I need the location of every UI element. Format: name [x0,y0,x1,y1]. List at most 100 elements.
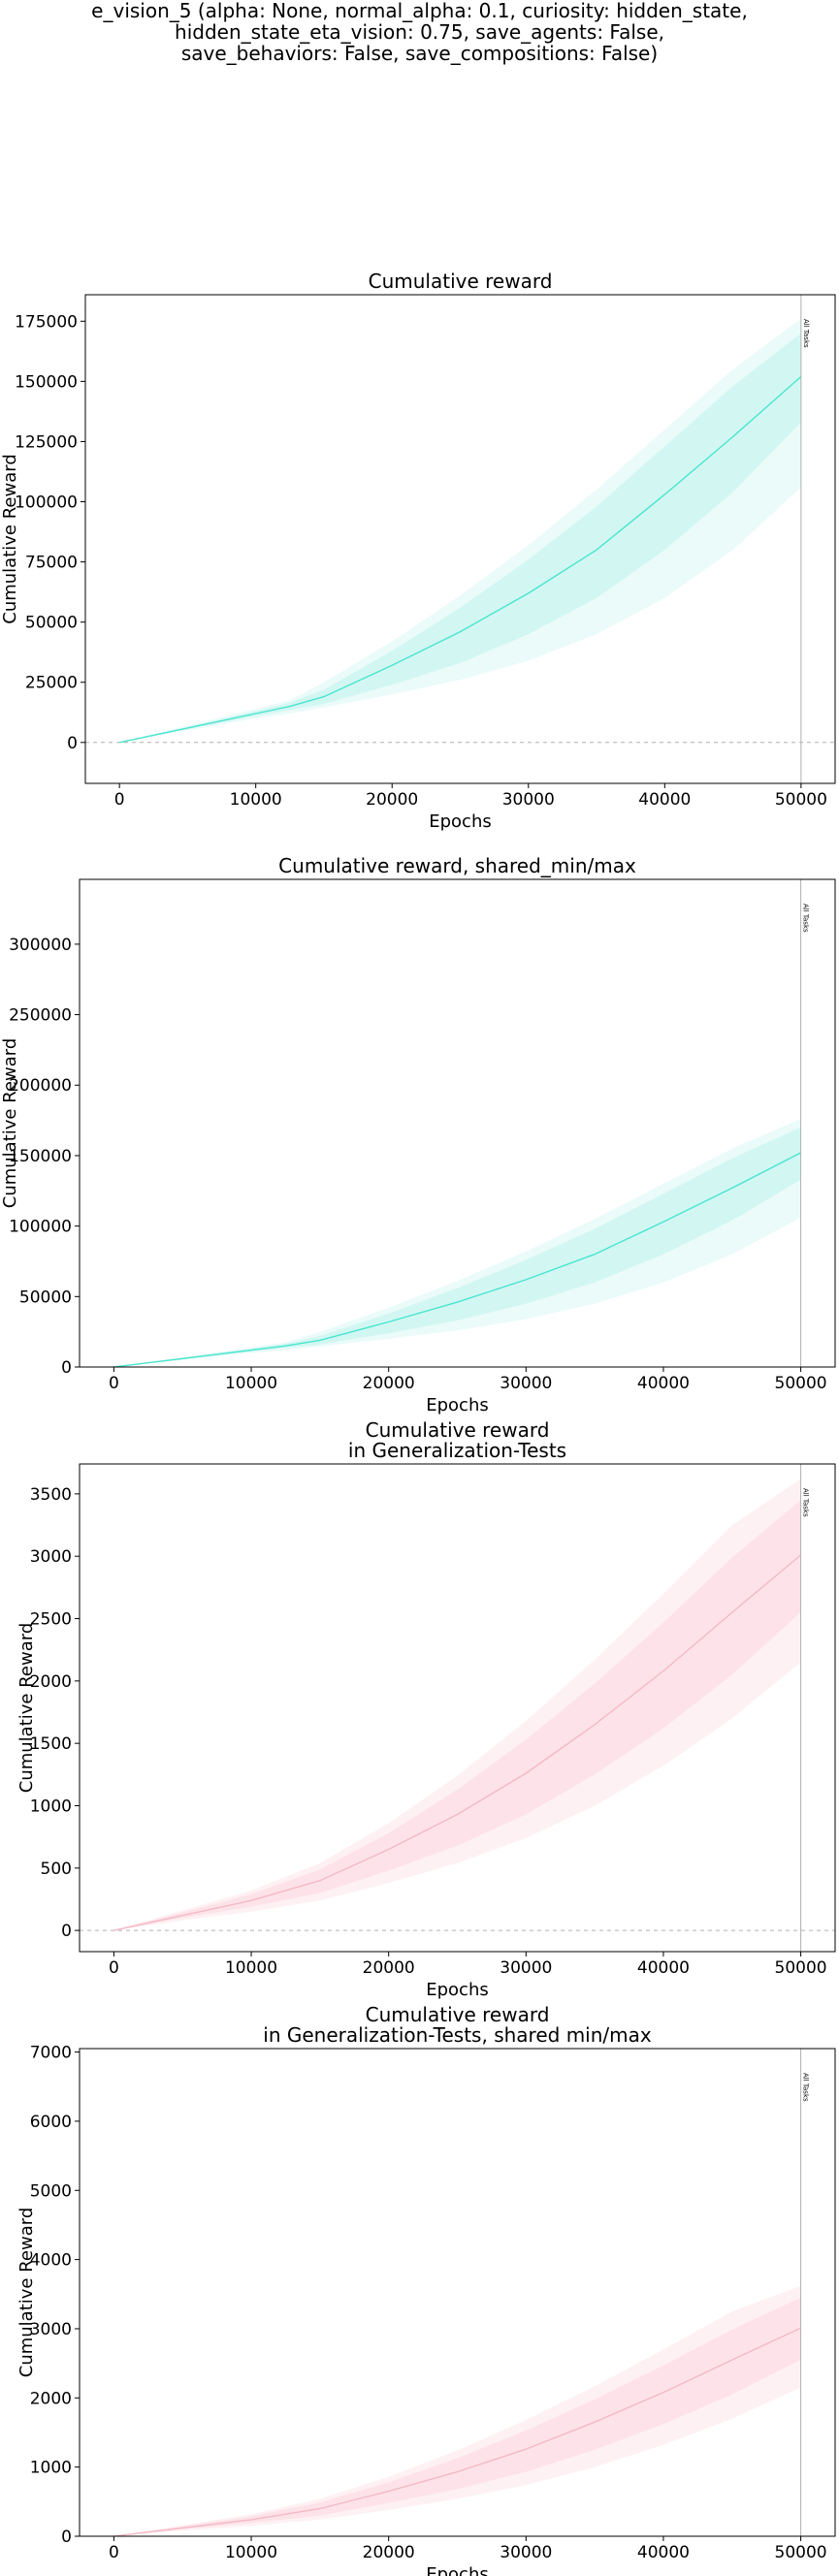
x-tick-label: 50000 [775,790,827,810]
y-tick-label: 7000 [30,2044,72,2063]
y-tick-label: 100000 [15,493,78,513]
y-tick-label: 25000 [25,674,78,693]
x-tick-label: 20000 [363,1958,415,1978]
x-tick-label: 10000 [225,1374,277,1393]
y-axis-label: Cumulative Reward [0,454,20,624]
y-tick-label: 1000 [30,2459,72,2478]
y-tick-label: 75000 [25,554,78,573]
chart-title: Cumulative reward, shared_min/max [278,854,636,877]
mean-line [113,2327,801,2536]
plot-frame [79,1463,836,1953]
y-tick-label: 3000 [30,1547,72,1567]
task-marker-label: All Tasks [802,1488,810,1517]
plot-frame [84,294,836,784]
y-tick-label: 100000 [9,1218,72,1237]
x-tick-label: 30000 [500,2543,552,2562]
x-axis-label: Epochs [426,1980,489,2000]
y-tick-label: 200000 [9,1076,72,1096]
x-tick-label: 40000 [638,790,691,810]
x-tick-label: 0 [114,790,125,810]
plot-frame [79,878,836,1368]
figure-title-line-2: hidden_state_eta_vision: 0.75, save_agen… [175,20,664,44]
chart-title: in Generalization-Tests [348,1439,566,1462]
plot-frame [79,2048,836,2537]
x-tick-label: 50000 [775,1958,827,1978]
y-tick-label: 50000 [19,1288,72,1307]
mean-line [118,375,802,744]
x-tick-label: 40000 [637,2543,690,2562]
figure-title-line-3: save_behaviors: False, save_compositions… [180,42,659,65]
task-marker-label: All Tasks [802,2073,810,2102]
y-tick-label: 150000 [15,372,78,392]
x-tick-label: 0 [109,2543,119,2562]
y-tick-label: 3000 [30,2320,72,2339]
x-tick-label: 20000 [366,790,418,810]
x-tick-label: 10000 [230,790,282,810]
y-axis-label: Cumulative Reward [16,2208,37,2378]
x-tick-label: 10000 [225,1958,277,1978]
y-tick-label: 0 [61,2528,72,2547]
figure-title: e_vision_5 (alpha: None, normal_alpha: 0… [0,0,839,64]
inner-range-band [119,333,801,743]
x-axis-label: Epochs [426,2564,489,2576]
outer-range-band [113,2285,801,2536]
outer-range-band [113,1479,801,1931]
x-axis-label: Epochs [429,811,492,832]
x-tick-label: 40000 [637,1374,690,1393]
y-tick-label: 0 [61,1358,72,1378]
y-tick-label: 6000 [30,2113,72,2132]
y-tick-label: 2500 [30,1610,72,1630]
x-tick-label: 20000 [363,2543,415,2562]
outer-range-band [119,318,801,743]
inner-range-band [113,2297,801,2536]
chart-2: All Tasks 0 10000 20000 30000 40000 50000 0 5000… [0,854,836,1415]
plot-area [113,2285,801,2536]
chart-1: All Tasks 0 10000 20000 30000 40000 50000 0 2500… [0,270,836,832]
y-tick-label: 250000 [9,1006,72,1026]
y-tick-label: 125000 [15,432,78,452]
x-tick-label: 30000 [500,1958,552,1978]
x-tick-label: 50000 [775,2543,827,2562]
chart-title: Cumulative reward [366,1418,550,1442]
inner-range-band [113,1500,801,1931]
y-tick-label: 500 [41,1860,72,1879]
x-tick-label: 30000 [502,790,555,810]
plot-area [80,1479,835,1931]
task-marker-label: All Tasks [802,319,810,348]
y-tick-label: 2000 [30,1672,72,1692]
y-tick-label: 300000 [9,936,72,955]
x-tick-label: 40000 [637,1958,690,1978]
chart-title: Cumulative reward [366,2003,550,2026]
y-tick-label: 1000 [30,1797,72,1816]
y-tick-label: 175000 [15,312,78,332]
plot-area [85,318,835,744]
inner-range-band [113,1127,801,1367]
y-tick-label: 5000 [30,2181,72,2201]
chart-3: All Tasks 0 10000 20000 30000 40000 50000 0 500 1… [16,1418,836,2000]
y-tick-label: 0 [67,734,78,753]
y-axis-label: Cumulative Reward [0,1038,20,1209]
mean-line [113,1554,802,1931]
figure-title-line-1: e_vision_5 (alpha: None, normal_alpha: 0… [91,0,748,22]
x-tick-label: 10000 [225,2543,277,2562]
x-tick-label: 20000 [363,1374,415,1393]
y-axis-label: Cumulative Reward [16,1623,37,1794]
y-tick-label: 0 [61,1922,72,1941]
y-tick-label: 4000 [30,2251,72,2271]
outer-range-band [113,1119,801,1367]
task-marker-label: All Tasks [802,904,810,933]
y-tick-label: 2000 [30,2389,72,2408]
y-tick-label: 1500 [30,1734,72,1754]
mean-line [113,1152,801,1367]
y-tick-label: 3500 [30,1485,72,1505]
chart-title: in Generalization-Tests, shared min/max [263,2023,652,2047]
x-tick-label: 0 [109,1374,119,1393]
y-tick-label: 150000 [9,1147,72,1166]
plot-area [113,1119,801,1367]
chart-4: All Tasks 0 10000 20000 30000 40000 50000 0 1000… [16,2003,836,2576]
chart-title: Cumulative reward [369,270,553,293]
x-tick-label: 0 [109,1958,119,1978]
x-axis-label: Epochs [426,1395,489,1415]
x-tick-label: 50000 [775,1374,827,1393]
